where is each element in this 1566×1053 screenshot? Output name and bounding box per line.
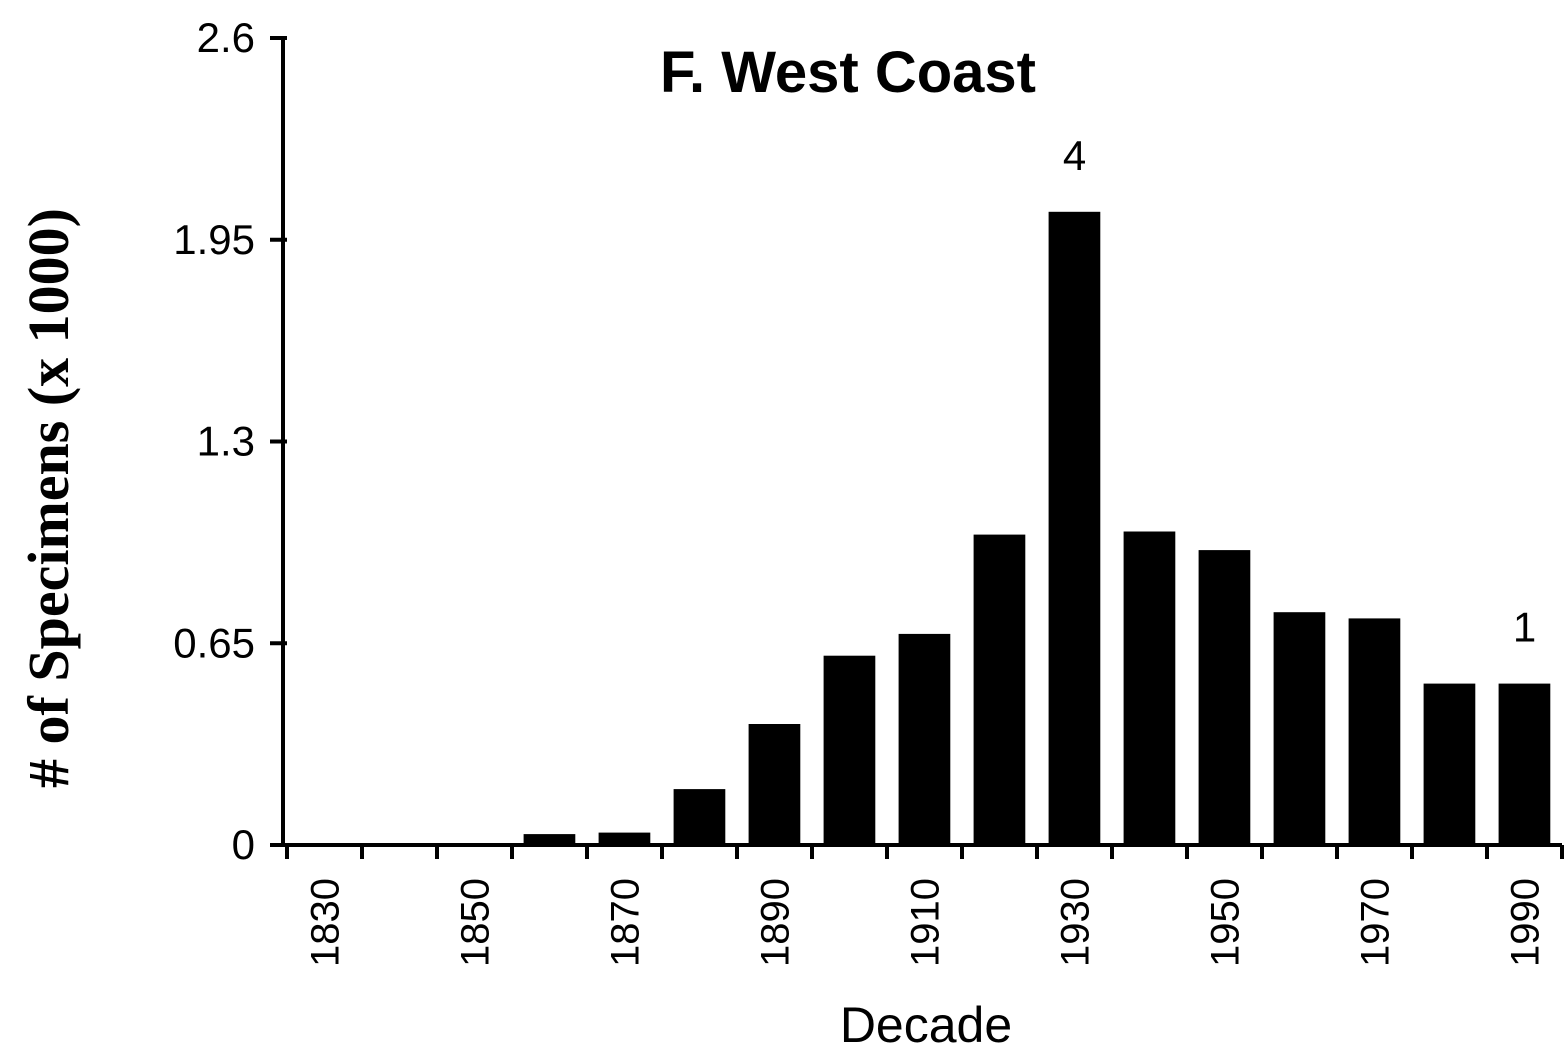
bar-1970	[1348, 618, 1401, 845]
y-tick-label: 1.95	[173, 216, 255, 263]
x-tick-label: 1910	[904, 878, 948, 967]
y-axis-label: # of Specimens (x 1000)	[16, 208, 81, 788]
annotation-1930: 4	[1063, 132, 1086, 179]
bar-1980	[1423, 683, 1476, 845]
bar-1930	[1048, 211, 1101, 846]
x-tick-label: 1870	[604, 878, 648, 967]
y-tick-label: 0.65	[173, 619, 255, 666]
x-tick-label: 1930	[1054, 878, 1098, 967]
bar-1990	[1498, 683, 1551, 845]
annotations-group: 41	[1063, 132, 1536, 651]
x-axis-label: Decade	[840, 997, 1012, 1053]
bar-1920	[973, 534, 1026, 845]
x-tick-label: 1990	[1504, 878, 1548, 967]
bar-1900	[823, 655, 876, 845]
bar-1860	[523, 834, 576, 845]
y-tick-label: 2.6	[197, 14, 255, 61]
chart-title: F. West Coast	[660, 40, 1036, 105]
bar-1910	[898, 633, 951, 845]
y-tick-label: 1.3	[197, 418, 255, 465]
x-ticks-group: 1830 1850 1870 1890 1910 1930 1950 1970 1990	[285, 845, 1564, 967]
x-tick-label: 1950	[1204, 878, 1248, 967]
x-tick-label: 1830	[304, 878, 348, 967]
annotation-1990: 1	[1513, 604, 1536, 651]
y-tick-label: 0	[232, 821, 255, 868]
bar-1880	[673, 789, 726, 845]
x-tick-label: 1850	[454, 878, 498, 967]
bar-1950	[1198, 550, 1251, 845]
bars-group	[298, 211, 1551, 846]
bar-1960	[1273, 612, 1326, 845]
x-tick-label: 1890	[754, 878, 798, 967]
y-ticks-group: 0 0.65 1.3 1.95 2.6	[173, 14, 287, 868]
bar-1870	[598, 832, 651, 845]
bar-1940	[1123, 531, 1176, 845]
x-tick-label: 1970	[1354, 878, 1398, 967]
bar-1890	[748, 724, 801, 845]
